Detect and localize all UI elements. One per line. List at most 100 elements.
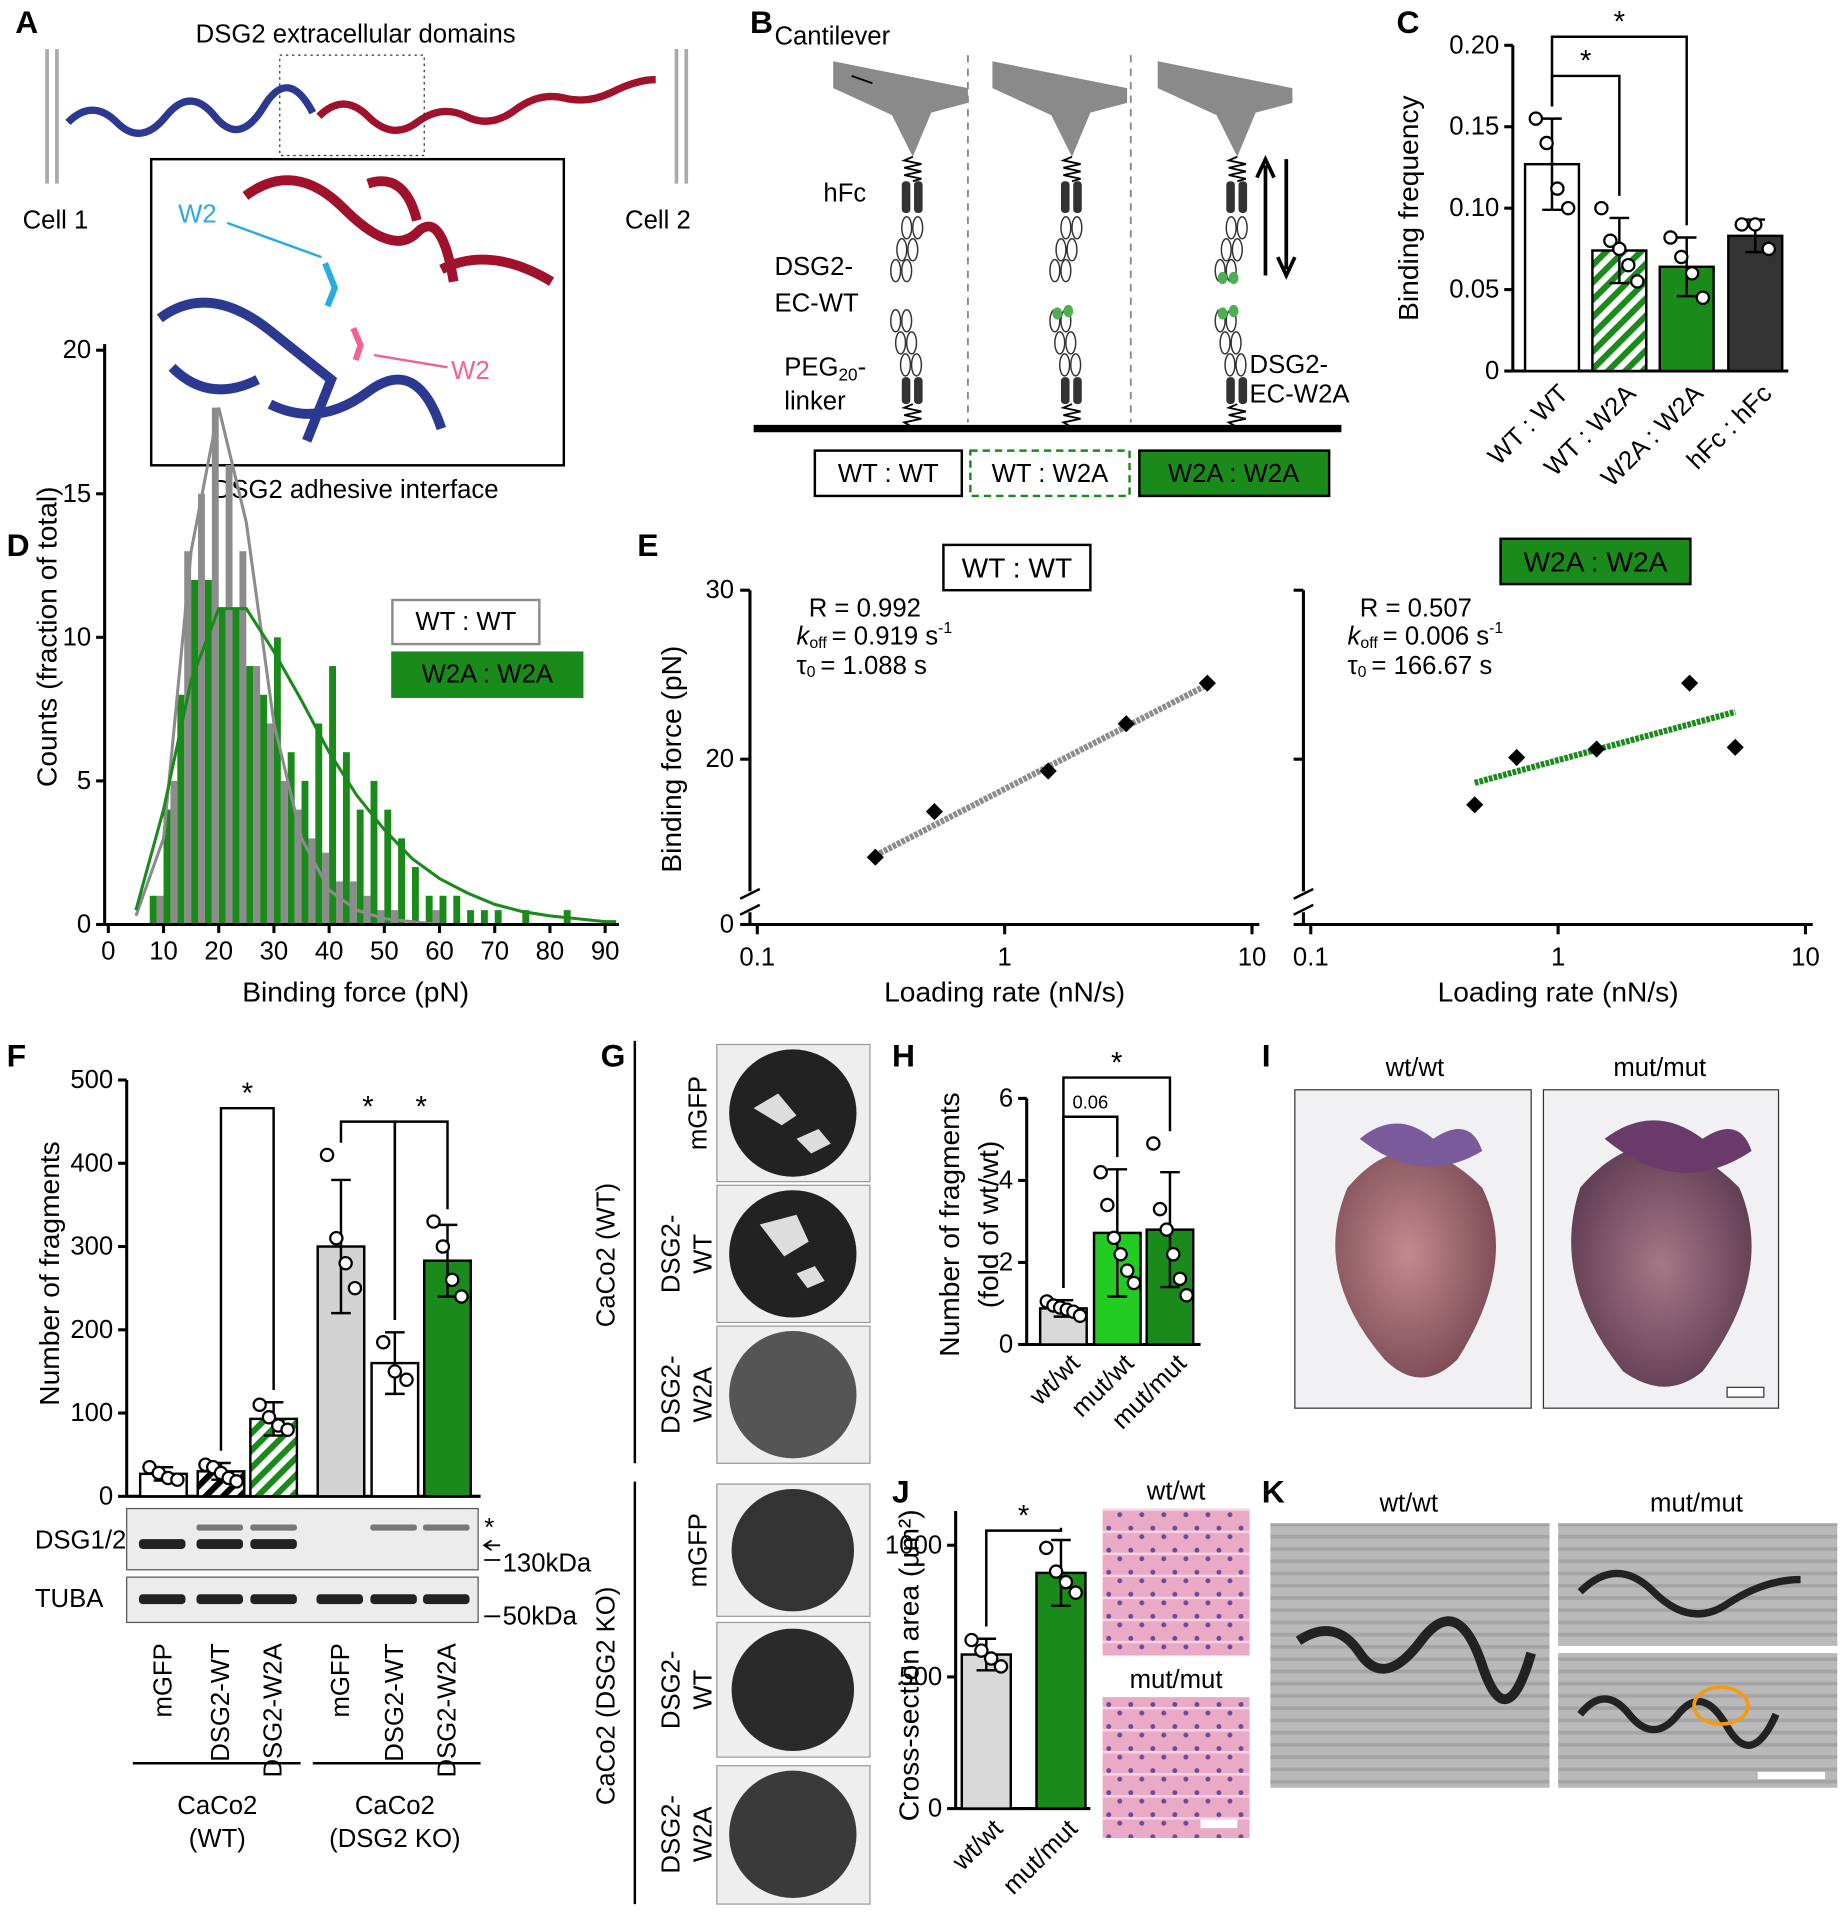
data-point <box>1587 740 1606 758</box>
legend-box <box>1138 449 1331 498</box>
annotation: τ <box>1348 652 1358 680</box>
image-label: wt/wt <box>1146 1477 1206 1505</box>
annotation: 0 <box>807 664 816 681</box>
bar <box>1727 234 1784 373</box>
y-tick-label: 20 <box>705 745 734 773</box>
caption: DSG2 adhesive interface <box>213 476 499 504</box>
significance-bracket <box>219 1106 275 1451</box>
significance-label: * <box>242 1077 253 1110</box>
panel-letter: B <box>750 4 773 40</box>
x-axis-label: Loading rate (nN/s) <box>884 976 1125 1007</box>
data-point <box>1726 738 1744 756</box>
cell-label: Cell 2 <box>625 206 691 234</box>
data-point <box>1072 1308 1088 1324</box>
data-point <box>1100 1197 1115 1213</box>
bar <box>342 752 350 925</box>
annotation: = 1.088 s <box>820 652 926 680</box>
error-bar <box>385 1331 405 1396</box>
data-point <box>229 1474 244 1489</box>
group-label: CaCo2 (WT) <box>593 1183 621 1327</box>
group-label: (WT) <box>189 1825 246 1853</box>
label: 20 <box>839 365 858 385</box>
w2-residue <box>350 326 364 361</box>
data-point <box>1179 1288 1194 1303</box>
data-point <box>1630 274 1645 289</box>
well-label: mGFP <box>685 1076 713 1150</box>
y-tick-label: 30 <box>705 576 734 604</box>
data-point <box>1612 241 1627 257</box>
panel-letter: K <box>1262 1473 1285 1509</box>
image-label: wt/wt <box>1385 1054 1445 1082</box>
legend-label: WT : W2A <box>992 460 1109 488</box>
y-tick-label: 0.10 <box>1449 194 1499 222</box>
data-point <box>1681 674 1699 692</box>
data-point <box>252 1397 267 1412</box>
data-point <box>866 848 884 866</box>
data-point <box>1068 1585 1083 1600</box>
panel-letter: D <box>7 527 30 563</box>
arrow <box>226 221 322 259</box>
x-tick-label: 1 <box>1551 944 1565 972</box>
data-point <box>1113 1247 1128 1262</box>
y-tick-label: 15 <box>63 480 92 508</box>
x-tick-label: DSG2-WT <box>207 1643 235 1762</box>
bar <box>494 910 502 925</box>
axis-break <box>739 887 761 916</box>
x-axis-label: Loading rate (nN/s) <box>1438 976 1679 1007</box>
data-point <box>1550 181 1565 196</box>
x-tick-label: 10 <box>149 937 178 965</box>
x-tick-label: wt/wt <box>947 1815 1009 1877</box>
x-tick-label: 30 <box>260 937 289 965</box>
data-point <box>1126 1275 1142 1291</box>
group-label: (DSG2 KO) <box>329 1825 460 1853</box>
panel-letter: J <box>892 1473 910 1509</box>
bar <box>398 838 406 925</box>
y-tick-label: 100 <box>70 1399 113 1427</box>
bar <box>170 780 178 925</box>
annotation: = 0.919 s <box>832 623 938 651</box>
bar <box>163 809 171 925</box>
data-point <box>1198 674 1216 692</box>
bar <box>439 895 447 925</box>
bar <box>370 780 378 925</box>
data-point <box>1058 1574 1074 1590</box>
data-point <box>1539 135 1554 151</box>
bar <box>191 579 199 925</box>
scale-bar <box>1757 1771 1826 1780</box>
label: DSG2- <box>1250 351 1329 379</box>
error-bar <box>1676 236 1697 298</box>
data-point <box>1106 1230 1122 1246</box>
group-label: CaCo2 <box>355 1792 435 1820</box>
bar <box>156 895 164 925</box>
bar <box>267 723 274 925</box>
panel-b: Cantilever hFc DSG2- EC-WT PEG20- linker… <box>753 23 1350 498</box>
bar <box>177 694 185 925</box>
bar <box>480 910 488 925</box>
data-point <box>1039 1540 1054 1556</box>
legend-label: WT : WT <box>838 460 939 488</box>
significance-label: 0.06 <box>1073 1092 1109 1113</box>
data-point <box>1146 1136 1161 1151</box>
bar <box>315 723 323 925</box>
arrow <box>373 353 448 369</box>
y-axis-label: Number of fragments <box>34 1141 65 1405</box>
marker-tick <box>482 1539 501 1561</box>
bar <box>260 694 268 925</box>
y-tick-label: 0 <box>999 1330 1013 1358</box>
bar <box>184 551 192 925</box>
data-point <box>261 1410 277 1425</box>
marker: 130kDa <box>503 1550 592 1578</box>
data-point <box>1674 249 1689 265</box>
x-tick-label: DSG2-WT <box>381 1643 409 1762</box>
bar <box>232 608 240 925</box>
bar <box>453 895 461 925</box>
y-tick-label: 0 <box>99 1482 113 1510</box>
title-box <box>942 543 1092 592</box>
legend-label: WT : WT <box>415 608 516 636</box>
annotation: τ0 = 1.088 s <box>796 652 926 681</box>
leader <box>851 75 873 85</box>
annotation: R = 0.992 <box>809 595 921 623</box>
y-axis-label: Number of fragments <box>934 1092 965 1356</box>
marker: 50kDa <box>503 1602 578 1630</box>
